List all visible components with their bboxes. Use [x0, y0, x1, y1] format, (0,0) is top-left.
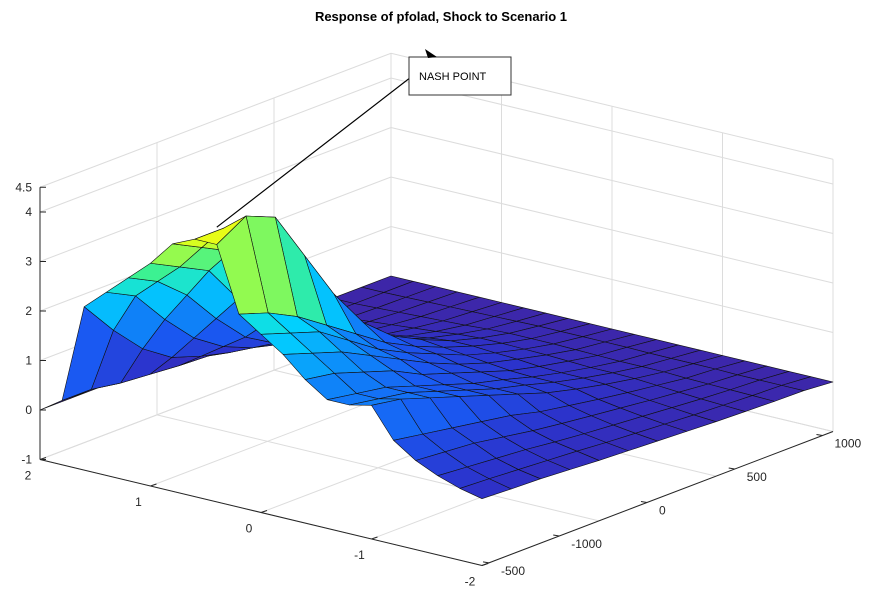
z-tick-label: 0: [25, 403, 32, 417]
x-tick-label: 0: [246, 522, 253, 536]
annotation: NASH POINT: [216, 49, 512, 228]
y-tick-mark: [816, 434, 823, 437]
z-tick-label: -1: [21, 453, 32, 467]
z-tick-label: 1: [25, 354, 32, 368]
y-tick-label: 0: [659, 504, 666, 518]
annotation-arrow-line: [216, 56, 438, 228]
y-tick-label: -1000: [571, 537, 602, 551]
z-tick-label: 4.5: [15, 180, 32, 194]
x-tick-label: 1: [135, 495, 142, 509]
z-tick-label: 4: [25, 205, 32, 219]
x-tick-mark: [260, 510, 268, 513]
annotation-arrow-head: [425, 49, 437, 58]
x-tick-mark: [481, 563, 489, 566]
chart-title: Response of pfolad, Shock to Scenario 1: [315, 9, 567, 24]
y-tick-label: -500: [501, 564, 525, 578]
y-tick-mark: [728, 467, 735, 470]
axis-tick-labels: -1 0 1 2 3 4 4.5 2 1 0 -1 -2 -500 -1000 0 500 1000: [15, 180, 861, 588]
y-tick-mark: [482, 561, 490, 564]
x-tick-label: -2: [465, 575, 476, 589]
z-tick-label: 2: [25, 304, 32, 318]
y-tick-label: 1000: [834, 437, 861, 451]
surface-mesh: [39, 215, 834, 499]
y-axis-line: [481, 431, 834, 566]
y-tick-mark: [640, 501, 648, 504]
x-tick-mark: [39, 457, 47, 460]
x-tick-label: 2: [25, 469, 32, 483]
x-tick-mark: [150, 483, 157, 487]
z-tick-label: 3: [25, 255, 32, 269]
annotation-box: [408, 56, 512, 96]
y-gridline-floor: [156, 414, 600, 522]
annotation-text: NASH POINT: [419, 71, 487, 83]
z-gridline: [39, 77, 834, 213]
y-tick-mark: [553, 534, 560, 537]
y-tick-label: 500: [747, 470, 767, 484]
x-tick-mark: [371, 536, 378, 540]
x-tick-label: -1: [354, 548, 365, 562]
surface-patch: [459, 478, 512, 499]
z-gridline: [39, 126, 834, 262]
